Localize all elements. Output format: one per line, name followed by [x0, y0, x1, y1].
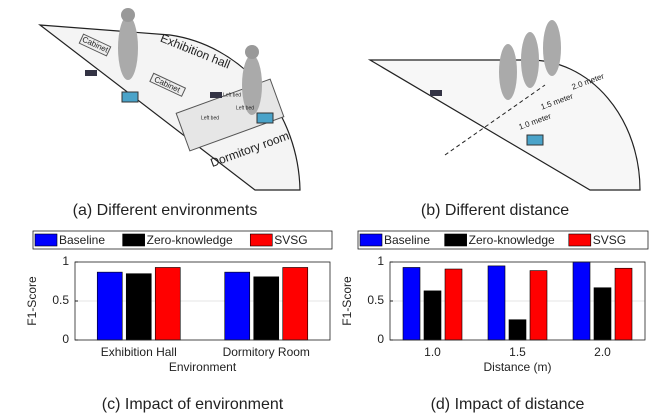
bar — [424, 291, 441, 340]
y-tick-label: 0 — [62, 332, 69, 346]
bar — [155, 267, 180, 340]
y-tick-label: 0 — [377, 332, 384, 346]
label: Left bed — [223, 92, 241, 98]
x-tick-label: 2.0 — [594, 345, 611, 359]
bar — [403, 267, 420, 340]
legend-swatch — [35, 234, 57, 246]
y-tick-label: 1 — [377, 254, 384, 268]
bar — [254, 277, 279, 340]
laptop — [257, 113, 273, 123]
legend-swatch — [123, 234, 145, 246]
legend-swatch — [445, 234, 467, 246]
person-head — [245, 45, 259, 59]
legend-swatch — [250, 234, 272, 246]
figure: Cabinet Exhibition hall Cabinet Left bed… — [0, 0, 650, 420]
page: Cabinet Exhibition hall Cabinet Left bed… — [0, 0, 650, 420]
illustration-a: Cabinet Exhibition hall Cabinet Left bed… — [40, 8, 300, 219]
label: Left bed — [236, 105, 254, 111]
legend-label: Zero-knowledge — [147, 233, 233, 247]
x-axis-label: Environment — [169, 360, 237, 374]
bar — [573, 262, 590, 340]
legend-label: Baseline — [384, 233, 430, 247]
label: Left bed — [201, 115, 219, 121]
person-head — [121, 8, 135, 22]
x-tick-label: 1.5 — [509, 345, 526, 359]
x-tick-label: Exhibition Hall — [101, 345, 177, 359]
bar — [225, 272, 250, 340]
bar — [97, 272, 122, 340]
y-axis-label: F1-Score — [340, 276, 354, 326]
bar — [283, 267, 308, 340]
legend-swatch — [569, 234, 591, 246]
bar — [615, 268, 632, 340]
y-tick-label: 1 — [62, 254, 69, 268]
y-axis-label: F1-Score — [25, 276, 39, 326]
x-tick-label: Dormitory Room — [223, 345, 310, 359]
caption: (a) Different environments — [73, 202, 258, 219]
legend-swatch — [360, 234, 382, 246]
router — [210, 92, 222, 98]
illustration-b: 2.0 meter 1.5 meter 1.0 meter (b) Differ… — [370, 20, 640, 219]
person — [499, 44, 517, 100]
chart-title: (c) Impact of environment — [102, 396, 284, 413]
legend-label: Baseline — [59, 233, 105, 247]
person — [521, 32, 539, 88]
x-axis-label: Distance (m) — [483, 360, 551, 374]
bar — [126, 274, 151, 340]
legend-label: Zero-knowledge — [469, 233, 555, 247]
router — [430, 90, 442, 96]
chart-title: (d) Impact of distance — [431, 396, 585, 413]
legend-label: SVSG — [593, 233, 626, 247]
bar — [594, 288, 611, 340]
y-tick-label: 0.5 — [367, 293, 384, 307]
person — [543, 20, 561, 76]
person — [118, 16, 138, 80]
bar — [530, 271, 547, 340]
x-tick-label: 1.0 — [424, 345, 441, 359]
legend-label: SVSG — [274, 233, 307, 247]
laptop — [527, 135, 543, 145]
y-tick-label: 0.5 — [52, 293, 69, 307]
bar — [509, 320, 526, 340]
bar — [488, 266, 505, 340]
bar — [445, 269, 462, 340]
laptop — [122, 92, 138, 102]
router — [85, 70, 97, 76]
caption: (b) Different distance — [421, 202, 569, 219]
